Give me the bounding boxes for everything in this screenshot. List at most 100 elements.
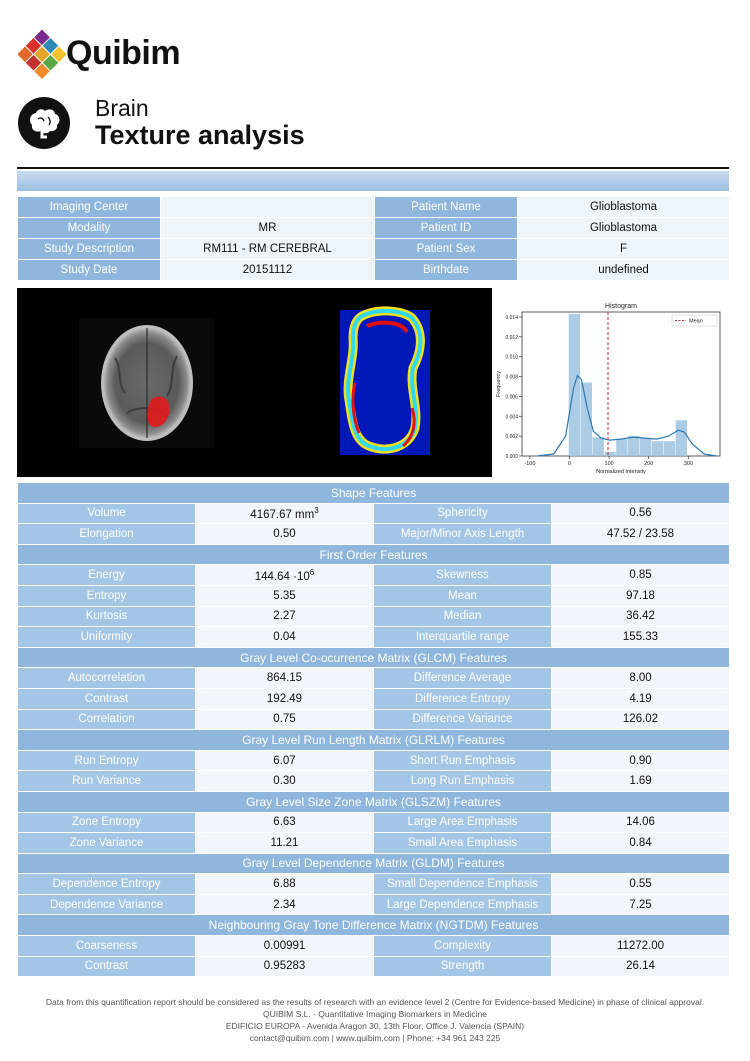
feature-label: Elongation [17, 523, 196, 545]
feature-row: Correlation 0.75 Difference Variance 126.02 [17, 708, 731, 731]
y-tick-label: 0.004 [505, 414, 518, 420]
feature-value-text: 4167.67 mm [250, 508, 315, 521]
info-value: RM111 - RM CEREBRAL [160, 238, 375, 260]
x-axis-label: Normalized Intensity [596, 469, 646, 475]
feature-value: 0.85 [550, 564, 731, 586]
feature-value: 0.56 [550, 502, 731, 525]
feature-value: 1.69 [550, 770, 731, 792]
feature-value: 36.42 [550, 605, 731, 628]
section-header-row: Gray Level Dependence Matrix (GLDM) Feat… [16, 852, 731, 875]
section-title: Neighbouring Gray Tone Difference Matrix… [16, 914, 731, 937]
feature-label: Zone Entropy [17, 811, 196, 834]
feature-row: Run Variance 0.30 Long Run Emphasis 1.69 [17, 770, 731, 792]
info-value: undefined [517, 259, 730, 281]
feature-value: 97.18 [550, 584, 731, 607]
feature-row: Coarseness 0.00991 Complexity 11272.00 [17, 935, 731, 957]
histogram-bar [675, 420, 688, 456]
histogram-chart: -100 0 100 200 300 0.000 0.002 0.004 0.006 0.008 0… [492, 288, 729, 477]
feature-label: Difference Average [373, 667, 552, 689]
histogram-bar [663, 441, 676, 456]
feature-row: Energy 144.64 ·106 Skewness 0.85 [17, 564, 731, 586]
info-value [160, 196, 375, 218]
feature-value: 47.52 / 23.58 [550, 523, 731, 545]
footer: Data from this quantification report sho… [0, 996, 750, 1044]
feature-value: 14.06 [550, 811, 731, 834]
feature-value-text: 144.64 ·10 [254, 570, 310, 583]
feature-row: Zone Variance 11.21 Small Area Emphasis 0.8… [17, 832, 731, 854]
y-tick-label: 0.002 [505, 434, 518, 440]
feature-row: Kurtosis 2.27 Median 36.42 [17, 605, 731, 628]
feature-value: 126.02 [550, 708, 731, 731]
feature-label: Kurtosis [17, 605, 196, 628]
feature-label: Dependence Variance [17, 893, 196, 916]
feature-label: Interquartile range [373, 626, 552, 648]
mri-brain-image [79, 318, 214, 448]
legend-box [671, 314, 718, 327]
feature-row: Zone Entropy 6.63 Large Area Emphasis 14.06 [17, 811, 731, 834]
y-tick-label: 0.006 [505, 394, 518, 400]
feature-label: Correlation [17, 708, 196, 731]
footer-company: QUIBIM S.L. - Quantitative Imaging Bioma… [263, 1009, 487, 1019]
info-label: Patient ID [374, 217, 518, 239]
feature-label: Complexity [373, 935, 552, 957]
feature-value: 6.07 [195, 749, 374, 772]
info-value: Glioblastoma [517, 196, 730, 218]
feature-label: Contrast [17, 687, 196, 710]
x-tick-label: 200 [644, 461, 653, 467]
image-panel [17, 288, 492, 477]
footer-address: EDIFICIO EUROPA - Avenida Aragon 30, 13t… [225, 1021, 525, 1031]
feature-label: Large Dependence Emphasis [373, 893, 552, 916]
info-label: Study Description [17, 238, 161, 260]
info-value: F [517, 238, 730, 260]
feature-row: Dependence Entropy 6.88 Small Dependence E… [17, 873, 731, 895]
feature-label: Small Area Emphasis [373, 832, 552, 854]
feature-value: 2.34 [195, 893, 374, 916]
info-label: Patient Name [374, 196, 518, 218]
feature-value: 0.04 [195, 626, 374, 648]
y-tick-label: 0.000 [505, 454, 518, 460]
info-label: Birthdate [374, 259, 518, 281]
feature-label: Autocorrelation [17, 667, 196, 689]
feature-label: Difference Variance [373, 708, 552, 731]
feature-value: 26.14 [550, 955, 731, 978]
info-row: Imaging Center Patient Name Glioblastoma [17, 196, 730, 218]
section-title: Shape Features [16, 482, 731, 504]
legend-mean-label: Mean [689, 319, 703, 325]
info-label: Patient Sex [374, 238, 518, 260]
header-band [17, 171, 729, 191]
feature-value-superscript: 6 [309, 567, 315, 577]
feature-label: Run Entropy [17, 749, 196, 772]
feature-value: 0.30 [195, 770, 374, 792]
feature-value: 6.63 [195, 811, 374, 834]
feature-value: 11.21 [195, 832, 374, 854]
info-row: Study Description RM111 - RM CEREBRAL Pati… [17, 238, 730, 260]
feature-row: Run Entropy 6.07 Short Run Emphasis 0.90 [17, 749, 731, 772]
feature-label: Coarseness [17, 935, 196, 957]
feature-label: Entropy [17, 584, 196, 607]
feature-row: Uniformity 0.04 Interquartile range 155.33 [17, 626, 731, 648]
info-label: Modality [17, 217, 161, 239]
x-tick-label: 300 [684, 461, 693, 467]
feature-label: Dependence Entropy [17, 873, 196, 895]
feature-row: Elongation 0.50 Major/Minor Axis Length 47.… [17, 523, 731, 545]
feature-label: Skewness [373, 564, 552, 586]
chart-title: Histogram [605, 303, 637, 310]
section-header-row: Gray Level Co-ocurrence Matrix (GLCM) Fe… [16, 646, 731, 669]
feature-value: 192.49 [195, 687, 374, 710]
feature-label: Short Run Emphasis [373, 749, 552, 772]
feature-value: 0.75 [195, 708, 374, 731]
histogram-bar [616, 439, 628, 456]
feature-row: Autocorrelation 864.15 Difference Average 8… [17, 667, 731, 689]
feature-value: 4.19 [550, 687, 731, 710]
footer-disclaimer: Data from this quantification report sho… [45, 997, 705, 1007]
histogram-bar [592, 437, 604, 456]
feature-value: 6.88 [195, 873, 374, 895]
feature-value: 155.33 [550, 626, 731, 648]
info-row: Study Date 20151112 Birthdate undefined [17, 259, 730, 281]
plot-area [521, 311, 721, 457]
mri-images [79, 306, 430, 455]
patient-info-table: Imaging Center Patient Name Glioblastoma Mo… [17, 196, 730, 281]
histogram-bar [628, 436, 640, 456]
feature-label: Small Dependence Emphasis [373, 873, 552, 895]
feature-row: Entropy 5.35 Mean 97.18 [17, 584, 731, 607]
